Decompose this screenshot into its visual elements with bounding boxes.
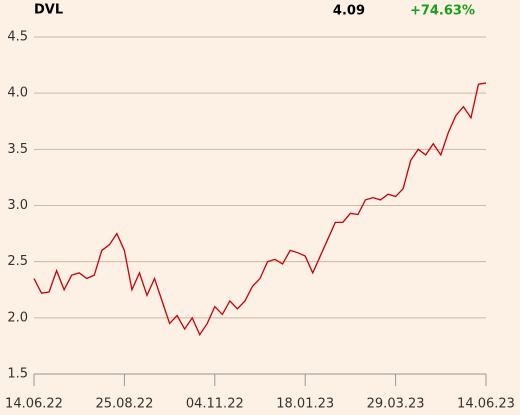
y-tick-label: 2.0 (7, 310, 28, 325)
x-tick-label: 29.03.23 (367, 397, 425, 412)
y-tick-label: 1.5 (7, 367, 28, 382)
y-tick-label: 3.5 (7, 142, 28, 157)
x-tick-label: 18.01.23 (276, 397, 334, 412)
x-tick-label: 04.11.22 (186, 397, 244, 412)
y-tick-label: 3.0 (7, 198, 28, 213)
last-price: 4.09 (333, 4, 365, 19)
y-tick-label: 2.5 (7, 254, 28, 269)
price-line (33, 82, 487, 337)
y-tick-label: 4.0 (7, 86, 28, 101)
x-tick-label: 14.06.23 (457, 397, 515, 412)
y-tick-label: 4.5 (7, 30, 28, 45)
x-tick-label: 25.08.22 (95, 397, 153, 412)
x-tick-label: 14.06.22 (5, 397, 63, 412)
ticker: DVL (34, 3, 63, 18)
change: +74.63% (410, 4, 475, 19)
